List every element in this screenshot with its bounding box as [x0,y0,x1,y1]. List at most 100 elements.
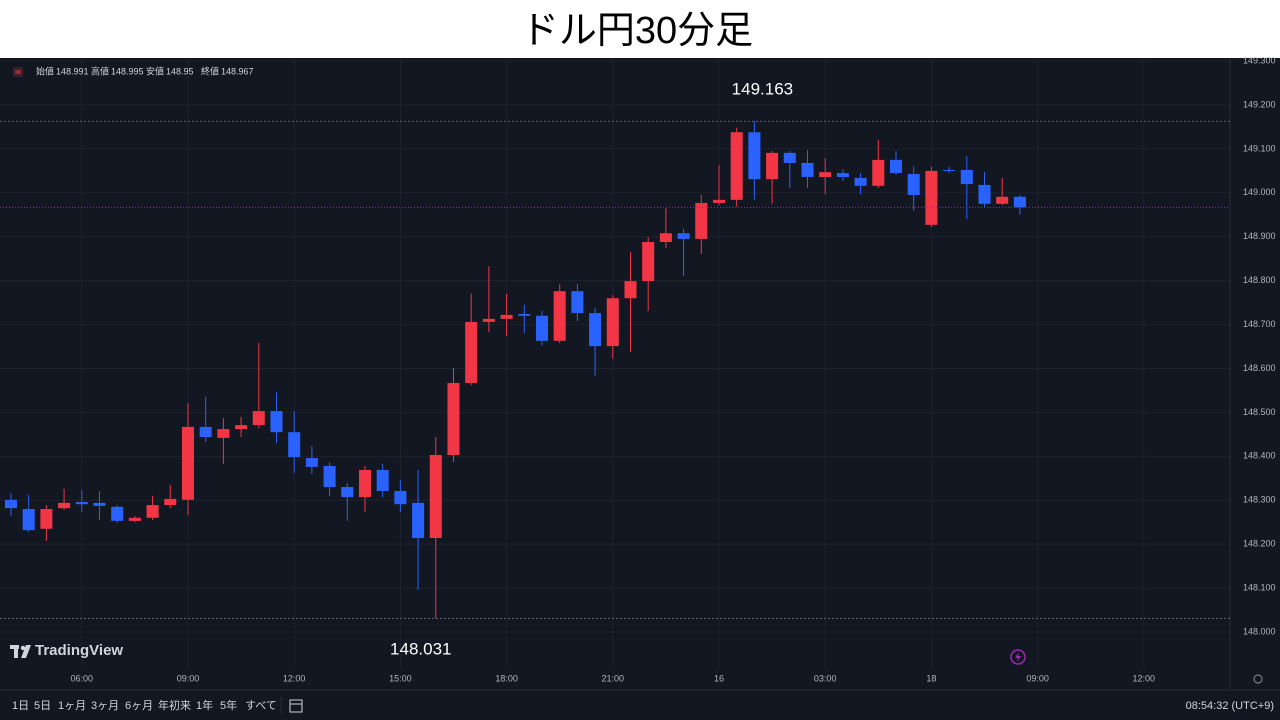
candle-body [394,491,407,505]
candle-body [624,281,637,299]
x-tick-label: 16 [714,673,724,683]
candle-body [482,318,495,322]
clock: 08:54:32 (UTC+9) [1186,700,1274,712]
ohlc-label: 始値 [36,65,54,76]
candle-body [695,202,708,239]
range-button[interactable]: 1年 [196,698,213,712]
chart-panel [0,58,1280,720]
date-range-icon[interactable] [289,699,303,713]
y-tick-label: 148.400 [1243,451,1276,461]
toolbar: 1日 5日 1ヶ月 3ヶ月 6ヶ月 年初来 1年 5年 すべて [12,698,277,712]
candle-body [889,159,903,174]
candle-body [872,159,885,186]
x-tick-label: 21:00 [602,673,625,683]
range-button[interactable]: 5年 [220,698,237,712]
candle-body [500,314,513,319]
range-button[interactable]: 年初来 [158,698,191,712]
x-tick-label: 06:00 [71,673,94,683]
candle-body [925,170,938,225]
plot [0,120,1230,619]
candle-body [93,502,106,506]
candle-body [766,152,779,180]
candle-body [128,517,141,521]
y-tick-label: 149.300 [1243,55,1276,65]
ohlc-value: 148.967 [221,66,254,76]
range-button[interactable]: 6ヶ月 [125,700,153,712]
logo-mark [10,645,31,658]
logo-text: TradingView [35,642,123,659]
y-tick-label: 148.500 [1243,407,1276,417]
candle-body [783,152,796,163]
alert-bolt [1015,652,1021,662]
candle-body [836,173,849,178]
candle-body [854,177,867,186]
candle-body [907,173,920,196]
candle-body [730,132,743,200]
ohlc-label: 高値 [91,65,109,76]
candle-body [75,501,88,505]
candle-body [376,469,389,492]
x-tick-label: 09:00 [177,673,200,683]
candle-body [943,169,956,171]
candle-body [677,233,690,239]
candle-body [341,487,354,498]
y-tick-label: 148.200 [1243,539,1276,549]
y-tick-label: 148.700 [1243,319,1276,329]
candle-body [447,382,460,456]
range-button[interactable]: 1ヶ月 [58,700,86,712]
candle-body [642,242,655,282]
candle-body [978,184,991,204]
title-background [0,0,1280,58]
candle-body [4,499,17,509]
ohlc-value: 148.995 [111,66,144,76]
candle-body [412,502,425,539]
candle-body [960,169,973,185]
symbol-icon[interactable] [13,67,23,77]
candle-body [571,291,584,314]
candle-body [40,509,53,529]
chart-title: ドル円30分足 [521,10,753,52]
range-button[interactable]: 3ヶ月 [91,700,119,712]
y-tick-label: 148.900 [1243,231,1276,241]
candle-body [146,505,159,518]
y-tick-label: 148.000 [1243,626,1276,636]
y-tick-label: 148.600 [1243,363,1276,373]
ohlc-value: 148.991 [56,66,89,76]
y-tick-label: 149.000 [1243,187,1276,197]
candle-body [270,411,283,433]
candle-body [199,426,212,437]
candle-body [606,298,619,347]
y-tick-label: 149.100 [1243,143,1276,153]
alert-icon[interactable] [1010,649,1026,665]
x-tick-label: 18 [926,673,936,683]
candle-body [305,458,318,467]
low-annotation: 148.031 [390,639,451,658]
candle-body [58,502,71,509]
candle-body [217,429,230,438]
candle-body [164,498,177,506]
candle-body [659,233,672,243]
candle-body [1013,196,1026,208]
labels: 148.000 148.100 148.200 148.300 148.400 148.5… [36,55,1276,683]
candle-body [323,465,336,488]
candle-body [553,291,566,341]
candle-body [712,199,726,203]
ohlc-label: 終値 [201,65,219,76]
candle-body [111,506,124,521]
high-annotation: 149.163 [732,79,793,98]
candle-body [748,132,761,180]
range-button[interactable]: すべて [245,699,277,712]
y-tick-label: 148.100 [1243,582,1276,592]
candle-body [819,172,832,178]
candle-body [252,411,265,426]
range-button[interactable]: 1日 [12,700,29,712]
x-tick-label: 12:00 [283,673,306,683]
settings-icon[interactable] [1253,674,1263,684]
range-button[interactable]: 5日 [34,700,51,712]
ohlc-value: 148.95 [166,66,194,76]
candle-body [589,313,602,347]
x-tick-label: 12:00 [1133,673,1156,683]
candle-body [518,314,531,316]
